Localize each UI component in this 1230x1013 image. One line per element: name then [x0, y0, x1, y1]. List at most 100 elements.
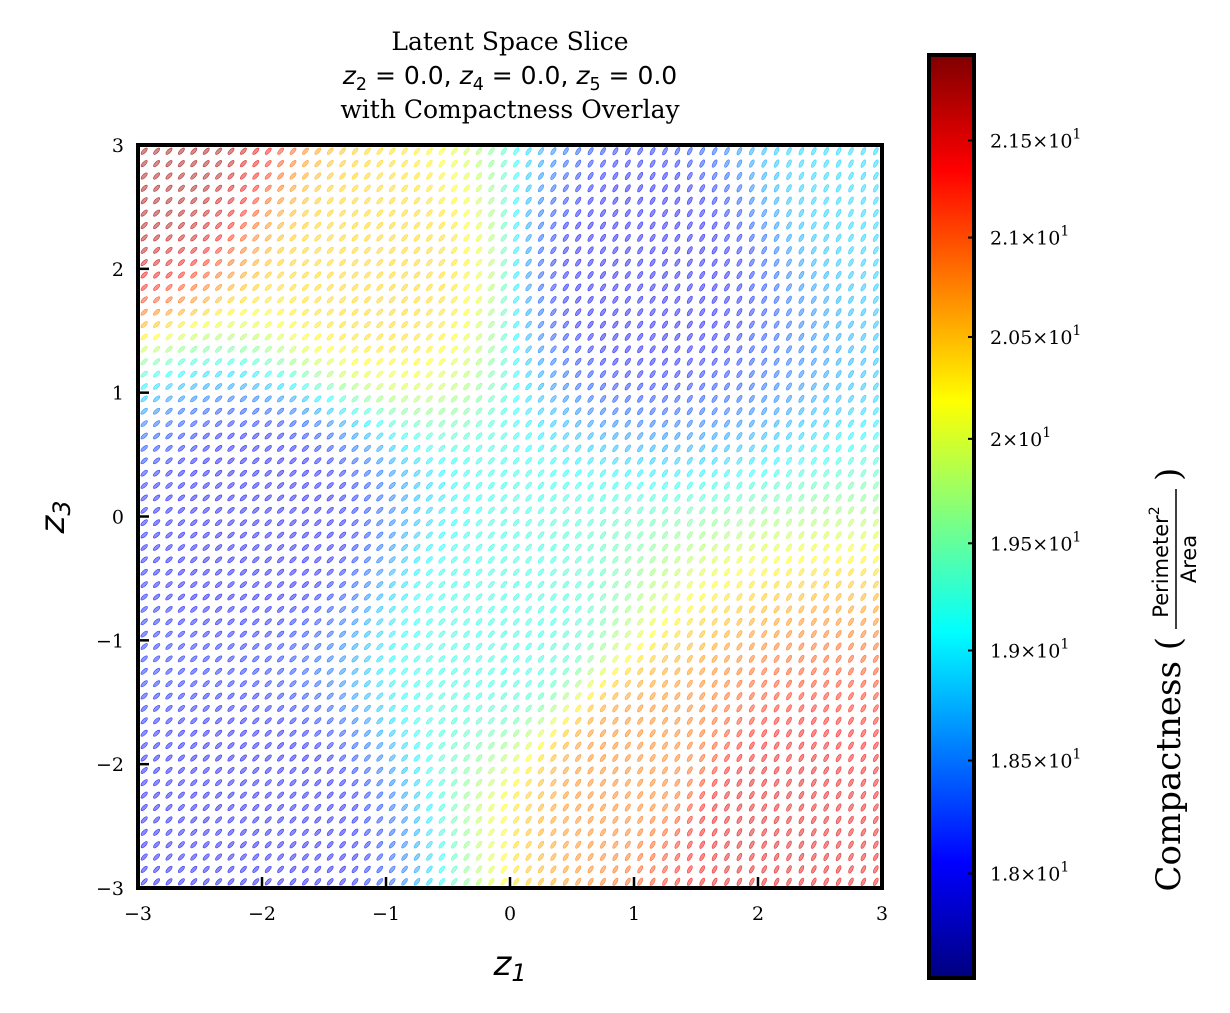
glyph [612, 766, 619, 775]
glyph [773, 852, 780, 862]
glyph [513, 803, 520, 812]
glyph [252, 729, 260, 737]
glyph [637, 815, 644, 824]
glyph [860, 815, 867, 824]
glyph [450, 853, 458, 861]
glyph [811, 840, 817, 849]
glyph [587, 791, 594, 799]
glyph [475, 717, 483, 725]
glyph [649, 791, 656, 800]
glyph [798, 778, 805, 787]
glyph [376, 791, 384, 799]
glyph [761, 852, 768, 862]
glyph [773, 877, 780, 886]
glyph [239, 754, 247, 762]
glyph [686, 852, 693, 862]
glyph [488, 778, 495, 787]
x-tick-label: 3 [876, 903, 888, 925]
glyph [277, 865, 285, 873]
glyph [525, 754, 532, 762]
glyph [450, 779, 458, 787]
glyph [301, 803, 309, 812]
glyph [810, 741, 817, 750]
glyph [810, 716, 817, 725]
glyph [699, 828, 706, 837]
glyph [339, 841, 346, 849]
glyph [438, 803, 446, 812]
glyph [190, 804, 198, 811]
glyph [810, 803, 817, 812]
glyph [177, 816, 185, 824]
glyph [264, 704, 272, 712]
glyph [500, 741, 508, 750]
glyph [662, 865, 668, 874]
glyph [438, 816, 446, 824]
glyph [686, 791, 693, 800]
y-tick-label: 2 [112, 259, 124, 281]
glyph [513, 865, 520, 874]
glyph [438, 853, 446, 861]
glyph [575, 741, 582, 750]
glyph [351, 754, 359, 762]
glyph [686, 877, 693, 886]
glyph [761, 753, 768, 763]
glyph [202, 742, 210, 750]
glyph [388, 754, 396, 762]
colorbar-label: Compactness ( Perimeter2 Area ) [1147, 468, 1201, 892]
glyph [736, 865, 743, 874]
glyph [488, 717, 495, 725]
glyph [550, 754, 557, 762]
glyph [301, 853, 309, 861]
glyph [413, 729, 421, 737]
glyph [674, 716, 681, 725]
glyph [239, 766, 247, 774]
glyph [637, 754, 644, 762]
glyph [624, 778, 631, 787]
glyph [786, 716, 792, 725]
glyph [562, 741, 569, 750]
glyph [227, 878, 235, 886]
glyph [686, 754, 693, 762]
glyph [215, 791, 223, 799]
glyph [587, 754, 594, 762]
glyph [413, 853, 421, 861]
glyph [662, 778, 668, 787]
glyph [376, 816, 384, 824]
glyph [190, 717, 198, 725]
glyph [661, 729, 669, 738]
glyph [872, 753, 879, 763]
glyph [351, 828, 359, 836]
glyph [475, 877, 483, 886]
glyph [686, 803, 693, 812]
glyph [786, 753, 792, 763]
glyph [277, 779, 285, 787]
y-tick-label: −3 [96, 878, 124, 900]
glyph [599, 754, 607, 762]
glyph [177, 853, 185, 861]
glyph [699, 803, 706, 812]
glyph [264, 828, 272, 836]
glyph [649, 877, 656, 886]
glyph [488, 816, 495, 824]
glyph [339, 766, 347, 774]
glyph [190, 853, 198, 861]
glyph [289, 717, 297, 725]
glyph [264, 803, 272, 812]
glyph [513, 816, 520, 824]
glyph [326, 742, 334, 750]
glyph [748, 778, 755, 787]
glyph [339, 754, 347, 762]
glyph [426, 878, 433, 886]
glyph [140, 816, 148, 824]
glyph [848, 791, 854, 800]
glyph [562, 778, 569, 787]
glyph [438, 878, 446, 886]
glyph [798, 741, 805, 750]
glyph [190, 742, 198, 750]
glyph [724, 877, 730, 886]
glyph [314, 816, 322, 824]
glyph [177, 742, 185, 750]
glyph [488, 865, 495, 874]
glyph [351, 791, 359, 799]
glyph [289, 841, 297, 849]
